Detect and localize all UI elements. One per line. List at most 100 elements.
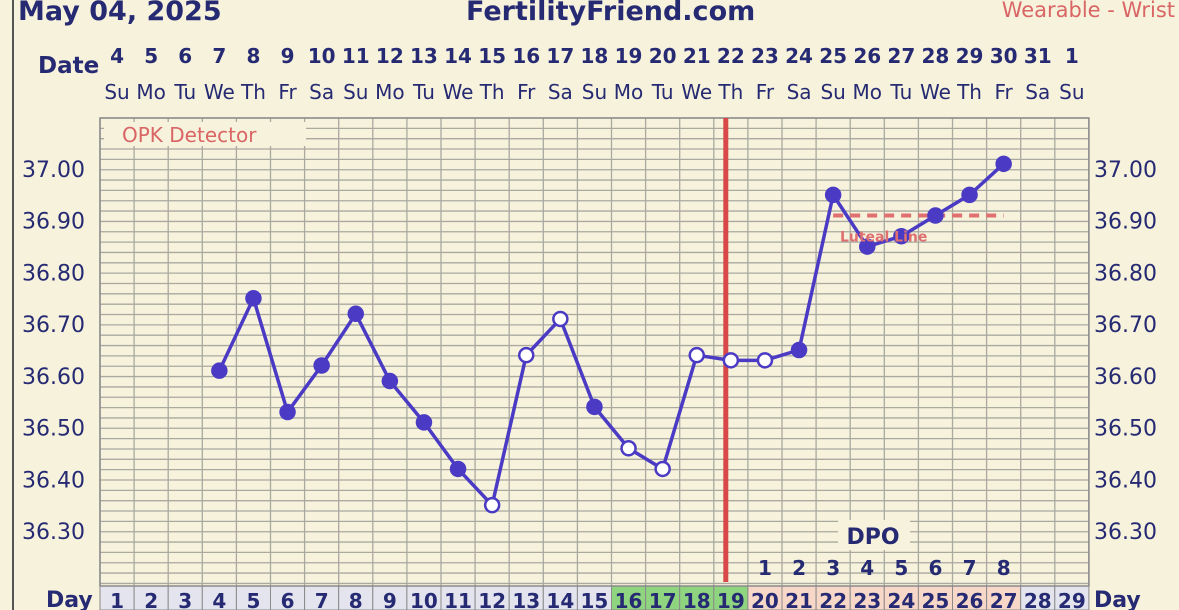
weekday-label: Su	[343, 80, 368, 104]
y-tick-left: 36.50	[22, 417, 85, 442]
dpo-number: 6	[928, 556, 942, 580]
cycle-day-label: 12	[478, 589, 506, 610]
dpo-label-bg	[838, 520, 910, 550]
temp-point-day-11	[449, 460, 467, 478]
date-label: 9	[281, 44, 295, 68]
dpo-number: 2	[792, 556, 806, 580]
y-tick-right: 36.40	[1094, 468, 1157, 493]
date-label: 5	[144, 44, 158, 68]
day-cell	[304, 585, 340, 610]
day-cell	[576, 585, 613, 610]
date-label: 16	[512, 44, 540, 68]
date-label: 19	[615, 44, 643, 68]
date-label: 26	[853, 44, 881, 68]
weekday-label: Th	[717, 80, 743, 104]
date-label: 22	[717, 44, 745, 68]
y-tick-left: 36.60	[22, 365, 85, 390]
cycle-day-label: 2	[144, 589, 158, 610]
y-tick-right: 36.90	[1094, 210, 1157, 235]
temp-point-day-18	[688, 346, 705, 364]
date-label: 11	[342, 44, 370, 68]
date-label: 28	[922, 44, 950, 68]
cycle-day-label: 19	[717, 589, 745, 610]
y-tick-right: 36.30	[1094, 520, 1157, 545]
temp-point-day-23	[859, 238, 876, 255]
cycle-day-label: 22	[819, 589, 847, 610]
y-tick-left: 36.40	[22, 468, 85, 493]
day-cell	[133, 585, 169, 610]
temp-point-day-27	[995, 155, 1012, 173]
weekday-label: Fr	[278, 80, 297, 104]
day-cell	[406, 585, 442, 610]
temp-point-day-24	[893, 227, 910, 245]
dpo-number: 1	[758, 556, 772, 580]
date-label: 1	[1065, 44, 1079, 68]
temp-point-day-6	[279, 403, 296, 421]
cycle-day-label: 5	[246, 589, 260, 610]
cycle-day-label: 25	[922, 589, 950, 610]
weekday-label: We	[204, 80, 235, 104]
cycle-day-label: 26	[956, 589, 984, 610]
temp-point-day-4	[211, 362, 228, 379]
date-label: 30	[990, 44, 1018, 68]
temp-point-day-16	[620, 440, 637, 457]
date-label: 24	[785, 44, 813, 68]
dpo-number: 7	[963, 556, 977, 580]
date-label: 7	[212, 44, 226, 68]
y-tick-right: 36.50	[1094, 417, 1157, 442]
date-label: 31	[1024, 44, 1052, 68]
day-cell	[645, 585, 681, 610]
dpo-number: 3	[826, 556, 840, 580]
weekday-label: Tu	[412, 80, 435, 104]
temp-point-day-19	[722, 352, 740, 369]
cycle-day-label: 8	[349, 589, 363, 610]
temp-point-day-15	[586, 398, 603, 416]
y-tick-left: 36.80	[22, 261, 85, 286]
y-tick-left: 36.90	[22, 210, 85, 235]
weekday-label: Th	[240, 80, 266, 104]
weekday-label: Mo	[375, 80, 405, 104]
day-cell	[781, 585, 817, 610]
y-tick-left: 36.70	[22, 313, 85, 338]
date-label: 6	[178, 44, 192, 68]
cycle-day-label: 28	[1024, 589, 1052, 610]
site-title[interactable]: FertilityFriend.com	[466, 0, 756, 27]
cycle-day-label: 7	[315, 589, 329, 610]
cycle-day-label: 20	[751, 589, 779, 610]
date-label: 4	[110, 44, 124, 68]
y-tick-right: 36.70	[1094, 313, 1157, 338]
weekday-label: Mo	[614, 80, 644, 104]
cycle-day-label: 21	[785, 589, 813, 610]
temperature-source: Wearable - Wrist	[1001, 0, 1175, 22]
weekday-label: Th	[479, 80, 505, 104]
weekday-label: Th	[956, 80, 982, 104]
cycle-day-label: 4	[212, 589, 226, 610]
temp-point-day-26	[961, 186, 978, 204]
weekday-label: Fr	[517, 80, 536, 104]
weekday-label: We	[681, 80, 712, 104]
cycle-day-label: 10	[410, 589, 438, 610]
temp-point-day-7	[313, 357, 330, 374]
weekday-label: Sa	[309, 80, 334, 104]
cycle-day-label: 23	[853, 589, 881, 610]
weekday-label: Su	[582, 80, 607, 104]
weekday-label: We	[443, 80, 474, 104]
cycle-day-label: 13	[512, 589, 540, 610]
cycle-day-label: 1	[110, 589, 124, 610]
day-row-label-right: Day	[1094, 588, 1141, 610]
weekday-label: Fr	[756, 80, 775, 104]
temp-point-day-21	[790, 341, 808, 359]
weekday-label: Fr	[995, 80, 1014, 104]
date-label: 27	[887, 44, 915, 68]
cycle-day-label: 29	[1058, 589, 1086, 610]
dpo-number: 8	[997, 556, 1011, 580]
date-label: 13	[410, 44, 438, 68]
y-tick-right: 36.60	[1094, 365, 1157, 390]
y-tick-right: 36.80	[1094, 261, 1157, 286]
date-row-label: Date	[38, 53, 99, 79]
weekday-label: Mo	[136, 80, 166, 104]
temp-point-day-12	[483, 496, 501, 514]
weekday-label: Sa	[787, 80, 812, 104]
date-label: 21	[683, 44, 711, 68]
weekday-label: Su	[104, 80, 129, 104]
